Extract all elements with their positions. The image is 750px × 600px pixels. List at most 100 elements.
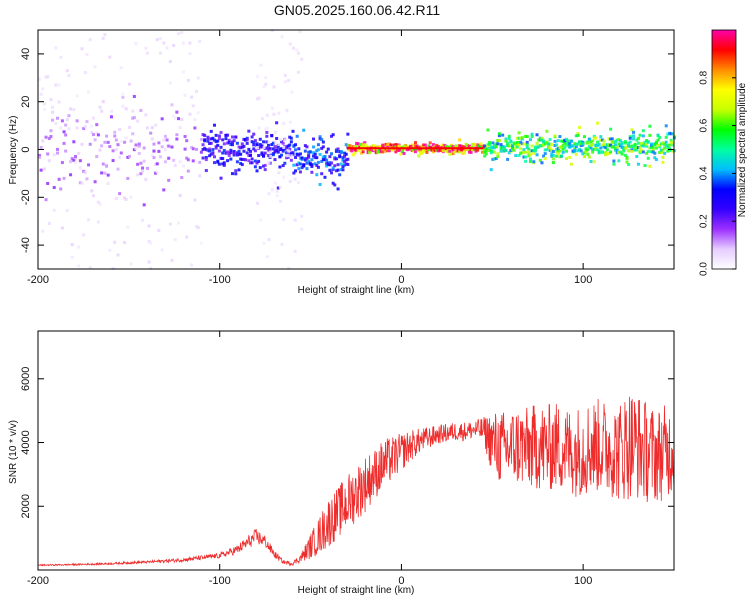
heatmap-cell [87,90,91,94]
heatmap-cell [578,125,582,129]
heatmap-cell [298,156,302,160]
heatmap-cell [129,195,133,199]
heatmap-cell [491,141,495,145]
heatmap-cell [471,147,475,151]
x-tick-label: -100 [209,575,231,587]
heatmap-cell [569,162,573,166]
heatmap-cell [511,144,515,148]
heatmap-cell [489,151,493,155]
heatmap-cell [646,149,650,153]
heatmap-cell [307,159,311,163]
heatmap-cell [300,214,304,218]
heatmap-cell [592,136,596,140]
heatmap-cell [430,148,434,152]
heatmap-cell [154,123,158,127]
heatmap-cell [604,153,608,157]
heatmap-cell [137,144,141,148]
heatmap-cell [283,147,287,151]
heatmap-cell [150,137,154,141]
heatmap-cell [645,151,649,155]
heatmap-cell [600,143,604,147]
heatmap-cell [193,198,197,202]
heatmap-cell [41,229,45,233]
heatmap-cell [627,141,631,145]
heatmap-cell [280,243,284,247]
heatmap-cell [293,177,297,181]
heatmap-cell [496,152,500,156]
heatmap-cell [412,144,416,148]
heatmap-cell [114,147,118,151]
heatmap-cell [150,126,154,130]
heatmap-cell [159,37,163,41]
heatmap-cell [57,177,61,181]
heatmap-cell [298,162,302,166]
heatmap-cell [280,140,284,144]
heatmap-cell [106,173,110,177]
heatmap-cell [472,147,476,151]
heatmap-cell [564,149,568,153]
heatmap-cell [298,170,302,174]
heatmap-cell [386,148,390,152]
heatmap-cell [149,131,153,135]
heatmap-cell [474,149,478,153]
heatmap-cell [252,147,256,151]
heatmap-cell [658,145,662,149]
heatmap-cell [659,142,663,146]
heatmap-cell [277,111,281,115]
heatmap-cell [221,151,225,155]
heatmap-cell [160,117,164,121]
heatmap-cell [530,135,534,139]
heatmap-cell [212,161,216,165]
heatmap-cell [361,150,365,154]
heatmap-cell [230,135,234,139]
heatmap-cell [392,143,396,147]
heatmap-cell [617,159,621,163]
heatmap-cell [641,150,645,154]
heatmap-cell [404,144,408,148]
heatmap-cell [576,142,580,146]
heatmap-cell [96,220,100,224]
heatmap-cell [466,144,470,148]
heatmap-cell [292,171,296,175]
heatmap-cell [227,138,231,142]
heatmap-cell [180,117,184,121]
heatmap-cell [219,145,223,149]
heatmap-cell [98,148,102,152]
heatmap-cell [124,136,128,140]
heatmap-cell [458,138,462,142]
heatmap-cell [65,118,69,122]
heatmap-cell [356,149,360,153]
heatmap-cell [267,161,271,165]
heatmap-cell [334,148,338,152]
heatmap-cell [208,147,212,151]
heatmap-cell [227,151,231,155]
heatmap-cell [203,146,207,150]
heatmap-cell [222,148,226,152]
heatmap-cell [54,122,58,126]
heatmap-cell [558,145,562,149]
heatmap-cell [394,145,398,149]
heatmap-cell [264,127,268,131]
heatmap-cell [615,151,619,155]
heatmap-cell [65,209,69,213]
heatmap-cell [381,143,385,147]
heatmap-cell [283,73,287,77]
heatmap-cell [654,158,658,162]
heatmap-cell [290,90,294,94]
heatmap-cell [650,142,654,146]
heatmap-cell [180,31,184,35]
heatmap-cell [636,162,640,166]
heatmap-cell [145,126,149,130]
heatmap-cell [576,133,580,137]
x-tick-label: -200 [27,274,49,286]
heatmap-cell [257,154,261,158]
heatmap-cell [376,150,380,154]
heatmap-cell [292,144,296,148]
heatmap-cell [206,135,210,139]
heatmap-cell [258,137,262,141]
heatmap-cell [612,162,616,166]
heatmap-cell [170,145,174,149]
heatmap-cell [221,138,225,142]
heatmap-cell [669,138,673,142]
heatmap-cell [422,148,426,152]
